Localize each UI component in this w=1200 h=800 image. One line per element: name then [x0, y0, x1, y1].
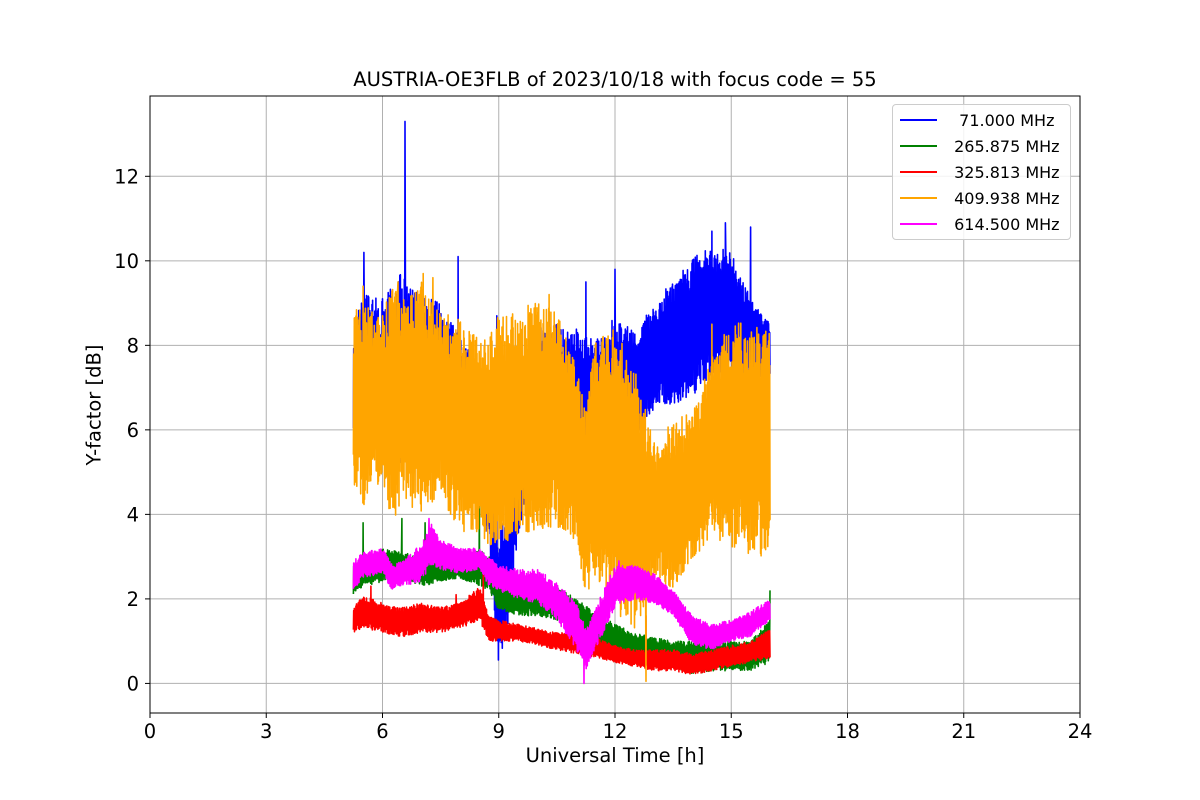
x-tick-label: 12 — [603, 720, 628, 743]
legend-swatch — [900, 171, 937, 173]
x-tick-label: 3 — [260, 720, 272, 743]
legend-swatch — [900, 119, 937, 121]
x-tick-label: 18 — [835, 720, 860, 743]
legend-label: 265.875 MHz — [949, 137, 1060, 156]
x-tick-label: 0 — [144, 720, 156, 743]
legend-label: 325.813 MHz — [949, 163, 1060, 182]
legend: 71.000 MHz 265.875 MHz 325.813 MHz 409.9… — [892, 104, 1071, 240]
y-axis-label: Y-factor [dB] — [82, 344, 106, 466]
y-tick-label: 8 — [127, 334, 139, 357]
x-tick-label: 9 — [493, 720, 505, 743]
series-line-3 — [352, 272, 771, 683]
legend-label: 409.938 MHz — [949, 189, 1060, 208]
x-tick-label: 24 — [1068, 720, 1093, 743]
legend-item-614mhz: 614.500 MHz — [893, 213, 1070, 235]
y-tick-label: 10 — [114, 250, 139, 273]
legend-item-409mhz: 409.938 MHz — [893, 187, 1070, 209]
legend-item-71mhz: 71.000 MHz — [893, 109, 1070, 131]
y-tick-label: 2 — [127, 588, 139, 611]
x-tick-label: 21 — [951, 720, 976, 743]
x-axis-label: Universal Time [h] — [525, 744, 705, 767]
chart-title: AUSTRIA-OE3FLB of 2023/10/18 with focus … — [353, 68, 877, 91]
legend-item-325mhz: 325.813 MHz — [893, 161, 1070, 183]
legend-item-265mhz: 265.875 MHz — [893, 135, 1070, 157]
series-lines — [352, 120, 771, 685]
y-tick-label: 6 — [127, 419, 139, 442]
y-tick-label: 12 — [114, 165, 139, 188]
legend-label: 614.500 MHz — [949, 215, 1060, 234]
x-tick-label: 6 — [376, 720, 388, 743]
legend-swatch — [900, 197, 937, 199]
legend-swatch — [900, 145, 937, 147]
legend-swatch — [900, 223, 937, 225]
legend-label: 71.000 MHz — [949, 111, 1055, 130]
x-tick-label: 15 — [719, 720, 744, 743]
series-line-2 — [352, 572, 771, 675]
y-tick-label: 4 — [127, 503, 139, 526]
series-line-4 — [352, 517, 771, 685]
y-tick-label: 0 — [127, 672, 139, 695]
